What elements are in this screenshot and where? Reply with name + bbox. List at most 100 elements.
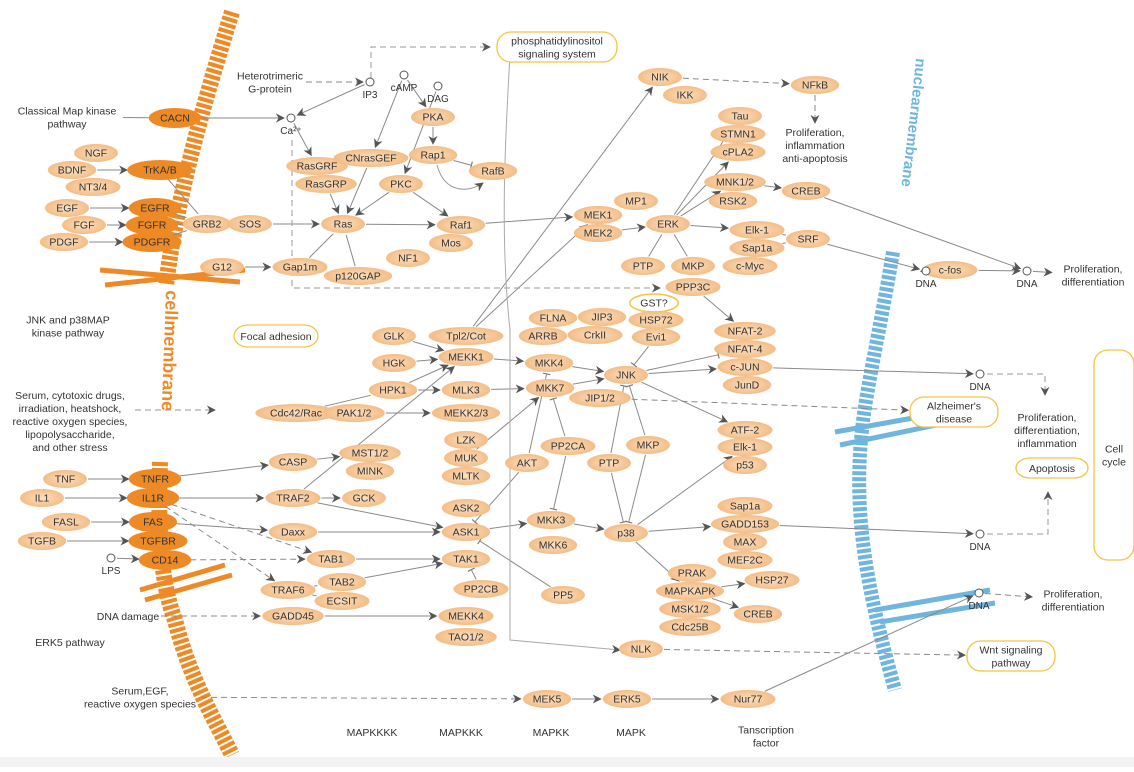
gene-node-fgf[interactable]: FGF bbox=[62, 216, 106, 234]
gene-node-mnk[interactable]: MNK1/2 bbox=[704, 173, 766, 191]
gene-node-cdc25b[interactable]: Cdc25B bbox=[659, 618, 721, 636]
gene-node-egf[interactable]: EGF bbox=[45, 199, 89, 217]
gene-node-tnf[interactable]: TNF bbox=[43, 470, 87, 488]
gene-node-creb1[interactable]: CREB bbox=[782, 182, 830, 200]
gene-node-pka[interactable]: PKA bbox=[411, 108, 455, 126]
gene-node-mekk23[interactable]: MEKK2/3 bbox=[432, 404, 500, 422]
gene-node-cfos[interactable]: c-fos bbox=[923, 261, 978, 279]
gene-node-mapkapk[interactable]: MAPKAPK bbox=[656, 582, 724, 600]
gene-node-raf1[interactable]: Raf1 bbox=[437, 216, 485, 234]
gene-node-il1r[interactable]: IL1R bbox=[127, 488, 179, 508]
gene-node-traf6[interactable]: TRAF6 bbox=[261, 581, 316, 599]
gene-node-ppp3c[interactable]: PPP3C bbox=[666, 278, 721, 296]
gene-node-nur77[interactable]: Nur77 bbox=[721, 690, 776, 708]
gene-node-trka[interactable]: TrKA/B bbox=[127, 160, 193, 180]
gene-node-rafb[interactable]: RafB bbox=[469, 162, 517, 180]
gene-node-ikk[interactable]: IKK bbox=[663, 86, 707, 104]
gene-node-tab1[interactable]: TAB1 bbox=[307, 550, 355, 568]
gene-node-akt[interactable]: AKT bbox=[505, 454, 549, 472]
gene-node-p53[interactable]: p53 bbox=[723, 456, 767, 474]
gene-node-mp1[interactable]: MP1 bbox=[614, 192, 658, 210]
gene-node-g12[interactable]: G12 bbox=[200, 258, 244, 276]
gene-node-bdnf[interactable]: BDNF bbox=[48, 161, 96, 179]
gene-node-rsk2[interactable]: RSK2 bbox=[709, 192, 757, 210]
gene-node-il1[interactable]: IL1 bbox=[20, 489, 64, 507]
gene-node-gadd45[interactable]: GADD45 bbox=[262, 607, 324, 625]
gene-node-max[interactable]: MAX bbox=[723, 533, 767, 551]
gene-node-ras[interactable]: Ras bbox=[321, 215, 365, 233]
compound-dag[interactable]: DAG bbox=[427, 82, 449, 105]
gene-node-evi1[interactable]: Evi1 bbox=[632, 328, 680, 346]
gene-node-p38[interactable]: p38 bbox=[604, 524, 648, 542]
gene-node-mekk4[interactable]: MEKK4 bbox=[439, 607, 494, 625]
gene-node-nfat2[interactable]: NFAT-2 bbox=[714, 322, 776, 340]
gene-node-pp5[interactable]: PP5 bbox=[541, 586, 585, 604]
gene-node-tgfbr[interactable]: TGFBR bbox=[129, 531, 188, 551]
gene-node-gap1m[interactable]: Gap1m bbox=[273, 258, 328, 276]
compound-lps[interactable]: LPS bbox=[102, 554, 121, 577]
gene-node-hgk[interactable]: HGK bbox=[372, 354, 416, 372]
gene-node-pp2cb[interactable]: PP2CB bbox=[454, 580, 509, 598]
gene-node-mkp2[interactable]: MKP bbox=[626, 436, 670, 454]
gene-node-mkk4[interactable]: MKK4 bbox=[525, 354, 573, 372]
gene-node-msk[interactable]: MSK1/2 bbox=[659, 600, 721, 618]
gene-node-creb2[interactable]: CREB bbox=[734, 605, 782, 623]
gene-node-muk[interactable]: MUK bbox=[444, 449, 488, 467]
gene-node-erk[interactable]: ERK bbox=[646, 215, 690, 233]
gene-node-stmn1[interactable]: STMN1 bbox=[711, 125, 766, 143]
gene-node-mos[interactable]: Mos bbox=[429, 234, 473, 252]
gene-node-nt34[interactable]: NT3/4 bbox=[66, 178, 121, 196]
gene-node-flna[interactable]: FLNA bbox=[529, 309, 577, 327]
gene-node-atf2[interactable]: ATF-2 bbox=[718, 421, 773, 439]
gene-node-tnfr[interactable]: TNFR bbox=[129, 469, 181, 489]
gene-node-erk5[interactable]: ERK5 bbox=[603, 690, 651, 708]
gene-node-gck[interactable]: GCK bbox=[342, 489, 386, 507]
gene-node-cd14[interactable]: CD14 bbox=[139, 550, 191, 570]
pathway-link-apop[interactable]: Apoptosis bbox=[1016, 458, 1088, 478]
gene-node-daxx[interactable]: Daxx bbox=[269, 523, 317, 541]
gene-node-pdgf[interactable]: PDGF bbox=[40, 233, 88, 251]
gene-node-hsp27[interactable]: HSP27 bbox=[745, 571, 800, 589]
gene-node-prak[interactable]: PRAK bbox=[668, 564, 716, 582]
gene-node-cjun[interactable]: c-JUN bbox=[718, 358, 773, 376]
gene-node-mltk[interactable]: MLTK bbox=[442, 467, 490, 485]
gene-node-mkp1[interactable]: MKP bbox=[671, 257, 715, 275]
gene-node-pak[interactable]: PAK1/2 bbox=[323, 404, 385, 422]
gene-node-mink[interactable]: MINK bbox=[346, 462, 394, 480]
gene-node-sap1a2[interactable]: Sap1a bbox=[718, 497, 773, 515]
gene-node-elk1b[interactable]: Elk-1 bbox=[718, 438, 773, 456]
gene-node-tak1[interactable]: TAK1 bbox=[442, 550, 490, 568]
gene-node-pp2ca[interactable]: PP2CA bbox=[541, 437, 596, 455]
gene-node-tpl2[interactable]: Tpl2/Cot bbox=[429, 327, 504, 345]
gene-node-jip12[interactable]: JIP1/2 bbox=[569, 389, 631, 407]
gene-node-mst[interactable]: MST1/2 bbox=[339, 444, 401, 462]
gene-node-mlk3[interactable]: MLK3 bbox=[442, 381, 490, 399]
gene-node-rap1[interactable]: Rap1 bbox=[409, 146, 457, 164]
gene-node-jnk[interactable]: JNK bbox=[604, 366, 648, 384]
gene-node-sos[interactable]: SOS bbox=[228, 215, 272, 233]
gene-node-mekk1[interactable]: MEKK1 bbox=[439, 348, 494, 366]
gene-node-pkc[interactable]: PKC bbox=[379, 175, 423, 193]
gene-node-hpk1[interactable]: HPK1 bbox=[369, 381, 417, 399]
gene-node-elk1a[interactable]: Elk-1 bbox=[730, 221, 785, 239]
gene-node-gst[interactable]: GST? bbox=[630, 294, 678, 312]
gene-node-traf2[interactable]: TRAF2 bbox=[266, 489, 321, 507]
gene-node-mkk6[interactable]: MKK6 bbox=[529, 536, 577, 554]
gene-node-nlk[interactable]: NLK bbox=[619, 640, 663, 658]
compound-camp[interactable]: cAMP bbox=[391, 71, 418, 94]
gene-node-hsp72[interactable]: HSP72 bbox=[629, 311, 684, 329]
gene-node-tau[interactable]: Tau bbox=[718, 107, 762, 125]
gene-node-gadd153[interactable]: GADD153 bbox=[711, 515, 779, 533]
gene-node-mek5[interactable]: MEK5 bbox=[523, 690, 571, 708]
gene-node-mek1[interactable]: MEK1 bbox=[574, 206, 622, 224]
gene-node-ptp2[interactable]: PTP bbox=[587, 454, 631, 472]
gene-node-mef2c[interactable]: MEF2C bbox=[718, 551, 773, 569]
gene-node-rasgrp[interactable]: RasGRP bbox=[295, 175, 357, 193]
gene-node-cmyc[interactable]: c-Myc bbox=[723, 257, 778, 275]
gene-node-nf1[interactable]: NF1 bbox=[386, 249, 430, 267]
gene-node-cnrasgef[interactable]: CNrasGEF bbox=[334, 149, 409, 167]
gene-node-pdgfr[interactable]: PDGFR bbox=[123, 232, 182, 252]
gene-node-glk[interactable]: GLK bbox=[372, 327, 416, 345]
